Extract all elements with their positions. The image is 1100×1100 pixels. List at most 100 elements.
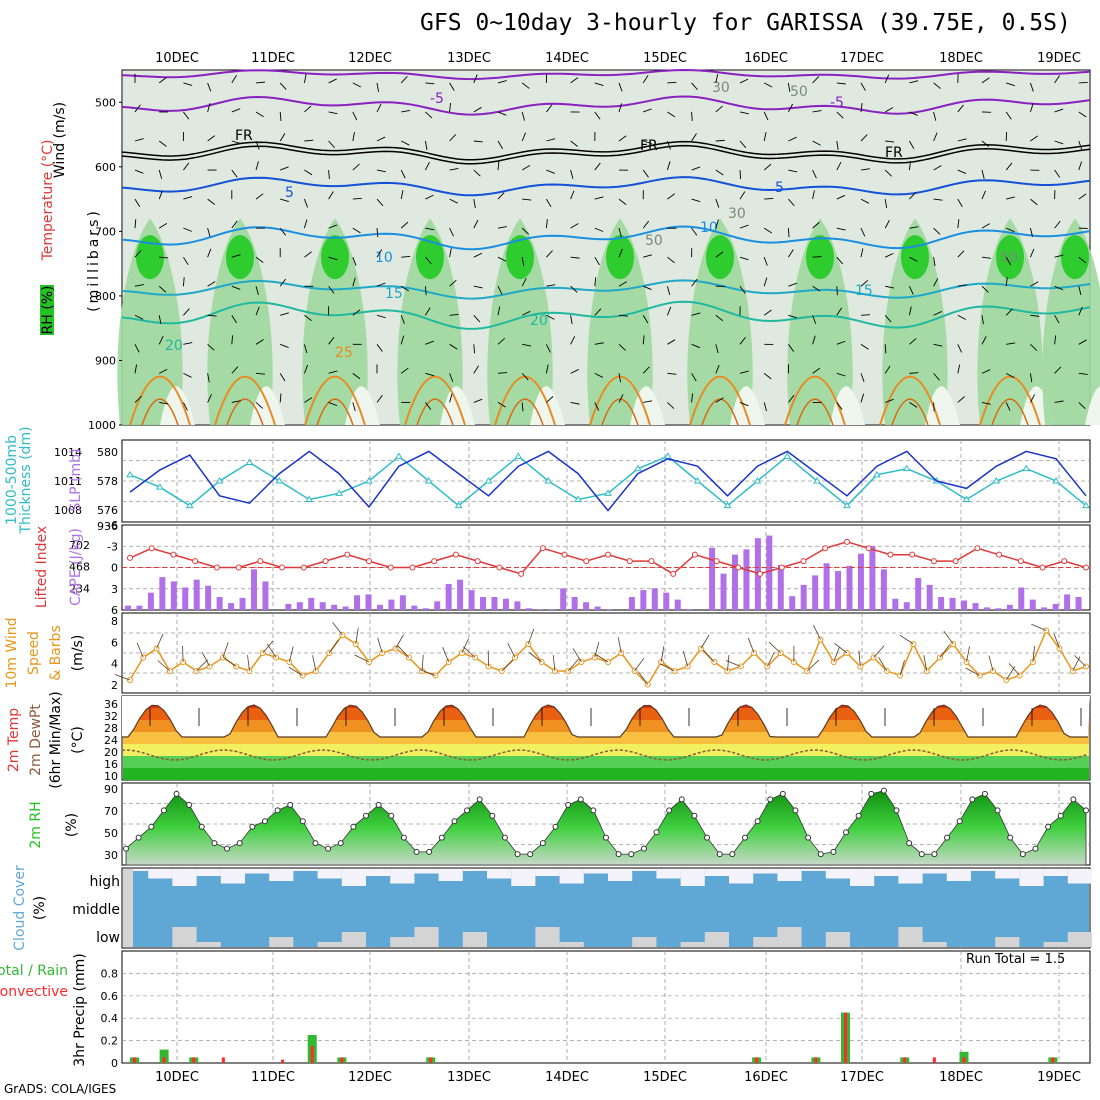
thickness-marker [1022,464,1031,472]
wind-barb [836,82,846,85]
wind-barb [1054,366,1062,374]
wind-barb [909,80,919,84]
rh-plume [302,218,368,425]
wind-barb-10m [988,655,994,672]
wind-barb [1054,285,1064,291]
wind-barb-10m [873,645,885,658]
cloud-high-gap [317,869,342,879]
cape-bar [892,598,899,610]
lifted-index-marker [279,564,286,571]
wind-barb [207,228,211,237]
wind-barb [933,111,937,121]
wind-barb-10m [328,639,339,654]
wind-barb [401,255,411,258]
wind-barb-10m [196,659,208,672]
cape-bar [800,584,807,610]
cloud-initial-clear [123,869,133,947]
cape-bar [262,581,269,610]
wind-barb [255,193,264,200]
wind-barb [860,82,866,91]
wind-barb [763,111,769,121]
wind-barb [884,107,894,113]
wind-barb [1030,198,1038,206]
wind-barb [909,140,915,150]
cloud-high-gap [196,869,221,876]
lifted-index-marker [648,558,655,565]
wind-barb-10m [700,634,710,649]
cape-bar [1075,597,1082,610]
wind-barb [1006,196,1016,200]
wind-barb [981,401,991,405]
lifted-index-marker [539,545,546,552]
wind-barb-10m [420,669,436,676]
wind-barb-10m [899,660,905,676]
wind-barb [618,394,624,403]
thickness-marker [454,501,463,509]
precip-tick-label: 0.2 [101,1035,119,1048]
wind-barb [546,138,556,142]
wind-barb [352,111,358,121]
temp-contour-30 [316,398,354,426]
wind-barb [473,106,482,113]
wind-barb-10m [1031,623,1047,631]
temp-contour-30 [416,398,454,426]
wind-barb [981,315,984,325]
wind-barb-10m [725,660,741,667]
wind-barb-10m [312,655,317,672]
wind-barb [788,136,797,142]
wind-barb [303,364,309,374]
cape-bar [159,577,166,610]
wind-barb [352,402,356,412]
wind-barb [885,140,895,143]
cape-tick-label: 702 [69,539,90,552]
wind-barb [618,103,623,113]
pressure-tick-label: 600 [95,161,116,174]
wind-barb [449,343,458,350]
wind-barb [473,169,481,177]
wind-barb [981,140,990,148]
wind-barb [715,198,720,208]
pressure-tick-label: 800 [95,290,116,303]
precip-convective-bar [755,1057,759,1063]
cloud-high-gap [995,869,1020,879]
wind-barb [1005,308,1013,316]
wind-barb [933,165,942,171]
cloud-high-gap [680,869,705,886]
thickness-marker [335,489,344,496]
wind-barb [860,168,870,171]
cloud-level-label: middle [72,902,120,918]
temp-contour-minus5 [121,95,1091,116]
lifted-index-marker [148,545,155,552]
wind-barb [497,140,504,149]
wind-barb [667,402,675,409]
rh-marker [501,834,508,841]
wind-barb [1078,161,1083,171]
tick-label-left: 0 [111,562,118,575]
cape-bar [628,597,635,610]
precip-total-bar [159,1049,169,1063]
wind-barb [836,286,838,296]
wind-barb [1030,281,1039,287]
wind10m-label: 10m Wind [4,617,20,688]
wind-barb [376,136,386,142]
cape-bar [182,587,189,610]
rh-marker [1070,796,1077,803]
cape-bar [216,597,223,610]
wind-barb [522,343,532,347]
wind-barb [763,82,773,88]
wind-barb [473,365,479,374]
temp-contour-minus5-top [121,68,1091,81]
wind-barb [788,198,795,207]
rh-marker [186,801,193,808]
date-label-bottom: 10DEC [155,1070,199,1085]
temp-tick-label: 28 [104,722,118,735]
wind-barb-10m [262,640,274,654]
wind-barb [183,196,193,200]
pressure-tick-label: 500 [95,96,116,109]
cape-bar [972,603,979,610]
precip-tick-label: 0 [111,1057,118,1070]
wind-barb-10m [528,652,542,663]
rh-marker [388,812,395,819]
rh-marker [855,812,862,819]
date-label-bottom: 18DEC [939,1070,983,1085]
